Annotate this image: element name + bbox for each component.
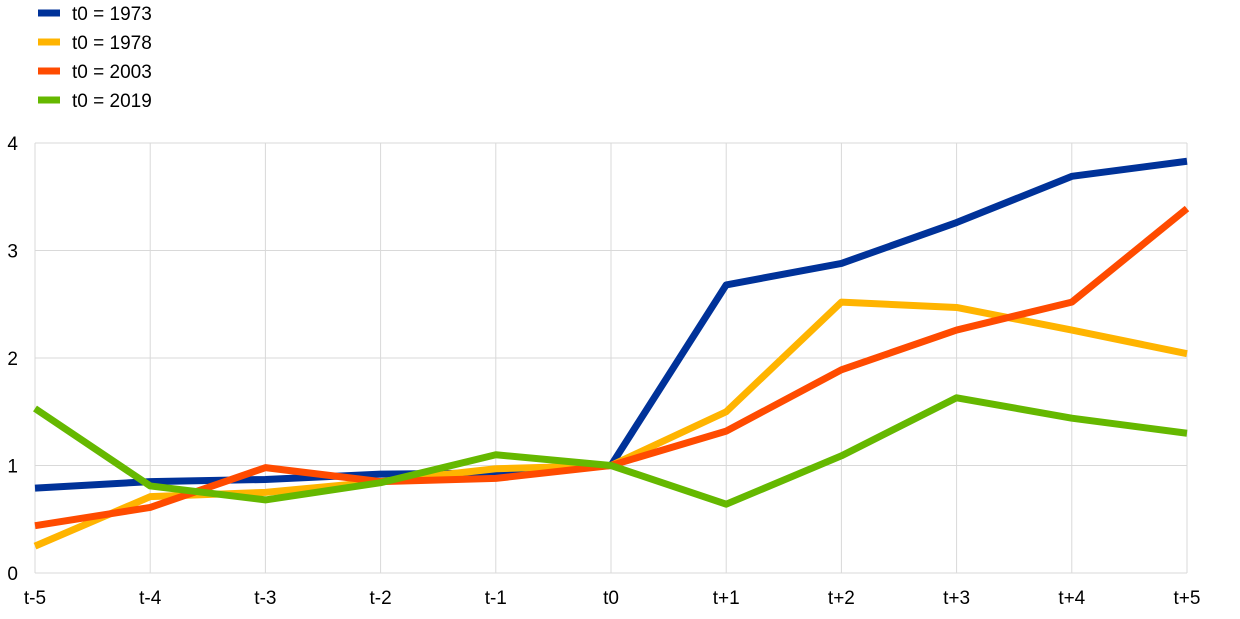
y-tick-label: 2 xyxy=(7,349,18,370)
series-lines xyxy=(33,157,1190,550)
x-tick-label: t+3 xyxy=(943,588,970,609)
axes: 0 1 2 3 4 t-5 t-4 t-3 t-2 t-1 t0 t+1 t+2 t+3 t+4 t+5 xyxy=(7,134,1200,609)
legend-label: t0 = 2019 xyxy=(72,91,152,112)
legend-label: t0 = 1978 xyxy=(72,33,152,54)
x-tick-label: t+1 xyxy=(713,588,740,609)
y-tick-label: 1 xyxy=(7,457,18,478)
x-tick-label: t-4 xyxy=(139,588,162,609)
x-tick-label: t-2 xyxy=(370,588,392,609)
x-tick-label: t+2 xyxy=(828,588,855,609)
x-tick-label: t-3 xyxy=(254,588,276,609)
legend-label: t0 = 2003 xyxy=(72,62,152,83)
legend-label: t0 = 1973 xyxy=(72,4,152,25)
series-line-t0-2019 xyxy=(33,394,1188,508)
x-tick-label: t+5 xyxy=(1174,588,1201,609)
gridlines xyxy=(34,142,1188,574)
y-tick-label: 0 xyxy=(7,564,18,585)
x-tick-label: t-1 xyxy=(485,588,507,609)
x-tick-label: t0 xyxy=(603,588,619,609)
legend: t0 = 1973 t0 = 1978 t0 = 2003 t0 = 2019 xyxy=(38,4,152,112)
x-tick-label: t-5 xyxy=(24,588,46,609)
y-tick-label: 4 xyxy=(7,134,18,155)
x-tick-label: t+4 xyxy=(1058,588,1085,609)
y-tick-label: 3 xyxy=(7,242,18,263)
